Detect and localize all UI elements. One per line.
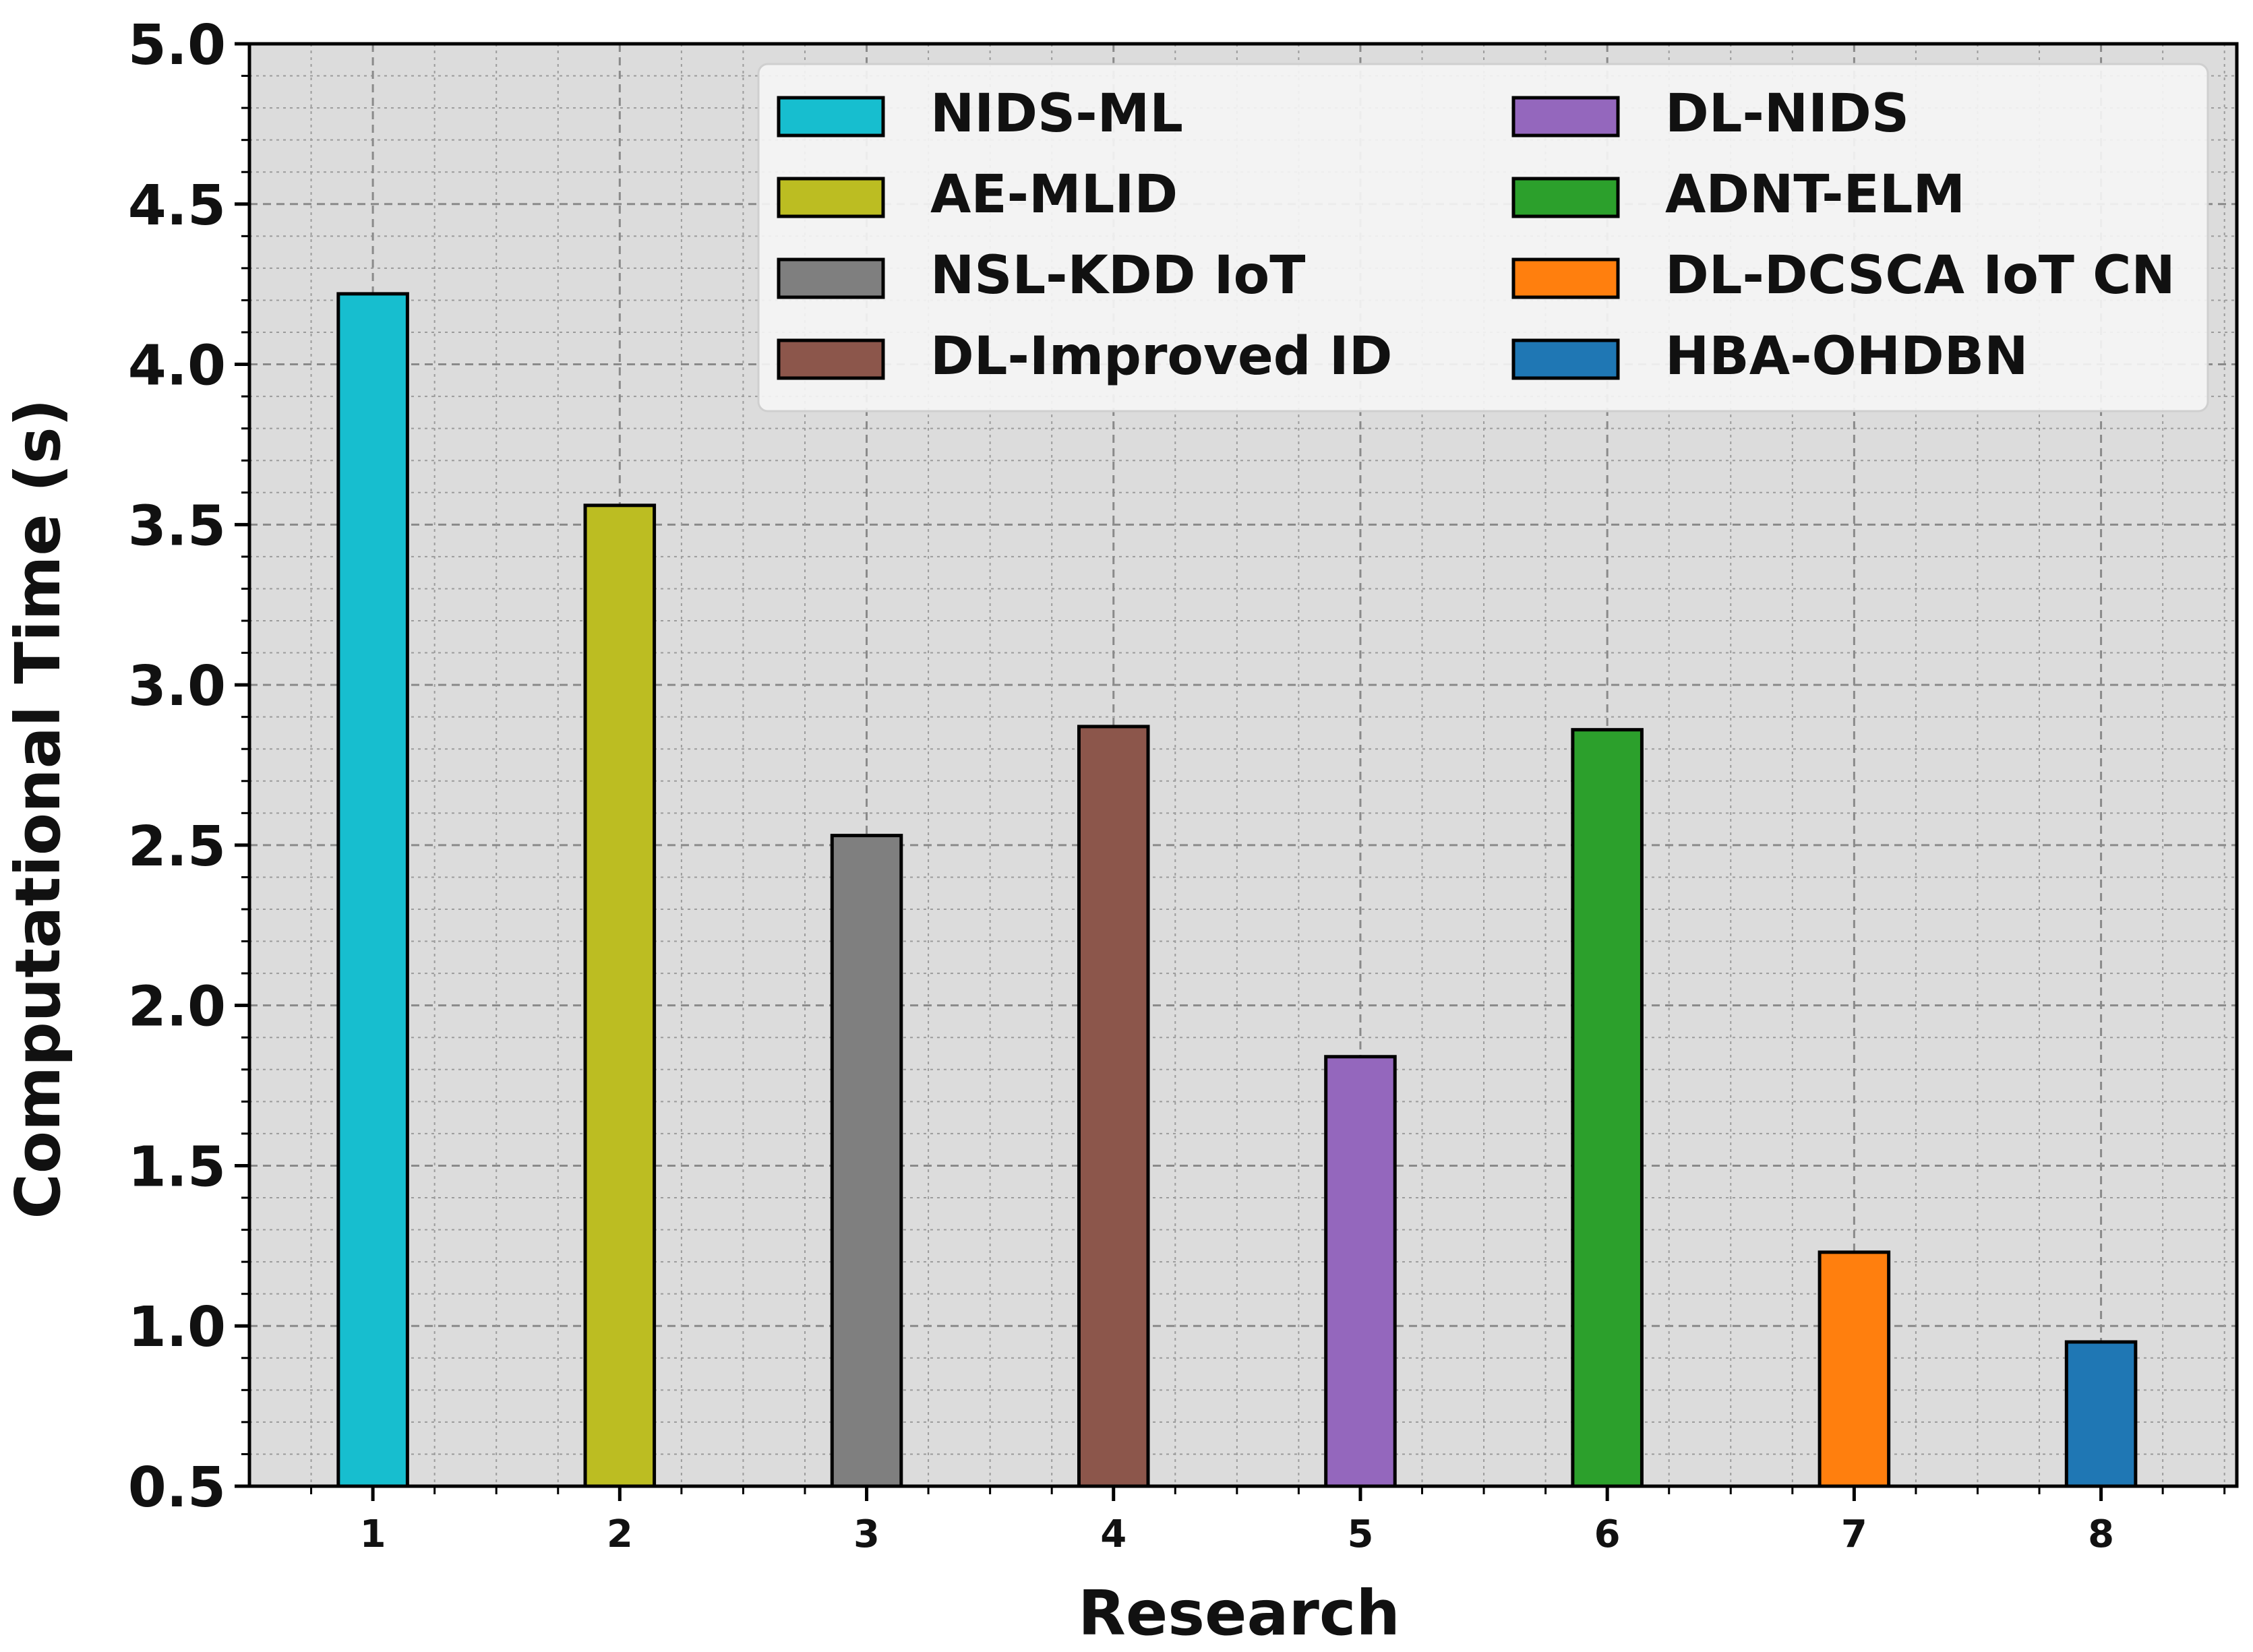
x-tick-label: 1 [360,1512,386,1556]
legend-label-hba-ohdbn: HBA-OHDBN [1665,326,2029,387]
x-tick-label: 3 [853,1512,880,1556]
bar-hba-ohdbn [2064,1340,2138,1488]
y-tick-label: 2.0 [128,975,226,1039]
x-tick-label: 5 [1347,1512,1373,1556]
legend-box [757,63,2209,412]
y-tick-label: 3.0 [128,654,226,718]
legend-label-dl-improved-id: DL-Improved ID [930,326,1393,387]
legend-label-adnt-elm: ADNT-ELM [1665,164,1965,225]
bar-dl-nids [1324,1055,1397,1488]
y-tick-label: 0.5 [128,1456,226,1520]
y-tick-label: 1.5 [128,1135,226,1199]
legend-swatch-dl-nids [1511,96,1620,137]
x-tick-label: 8 [2088,1512,2114,1556]
legend-swatch-ae-mlid [777,177,885,218]
bar-dl-improved-id [1077,725,1150,1488]
bar-ae-mlid [583,503,657,1488]
x-axis-label: Research [1078,1577,1400,1649]
y-tick-label: 4.0 [128,334,226,398]
legend-label-ae-mlid: AE-MLID [930,164,1178,225]
y-tick-label: 3.5 [128,494,226,558]
legend-swatch-dl-dcsca-iot-cn [1511,257,1620,299]
y-tick-label: 5.0 [128,13,226,78]
legend-label-dl-nids: DL-NIDS [1665,84,1909,144]
y-tick-label: 2.5 [128,815,226,879]
x-tick-label: 7 [1841,1512,1867,1556]
legend-swatch-adnt-elm [1511,177,1620,218]
legend-swatch-hba-ohdbn [1511,338,1620,380]
y-tick-label: 1.0 [128,1295,226,1359]
bar-nsl-kdd-iot [830,834,903,1488]
legend-label-nids-ml: NIDS-ML [930,84,1183,144]
x-tick-label: 6 [1594,1512,1621,1556]
legend-label-nsl-kdd-iot: NSL-KDD IoT [930,245,1305,306]
y-tick-label: 4.5 [128,174,226,238]
legend-swatch-nids-ml [777,96,885,137]
plot-frame [247,42,2239,1488]
x-tick-label: 2 [607,1512,633,1556]
legend-swatch-dl-improved-id [777,338,885,380]
legend-swatch-nsl-kdd-iot [777,257,885,299]
legend-label-dl-dcsca-iot-cn: DL-DCSCA IoT CN [1665,245,2175,306]
x-tick-label: 4 [1100,1512,1126,1556]
bar-adnt-elm [1571,728,1644,1488]
bar-nids-ml [336,292,409,1488]
y-axis-label: Computational Time (s) [2,398,74,1219]
bar-dl-dcsca-iot-cn [1818,1250,1891,1488]
